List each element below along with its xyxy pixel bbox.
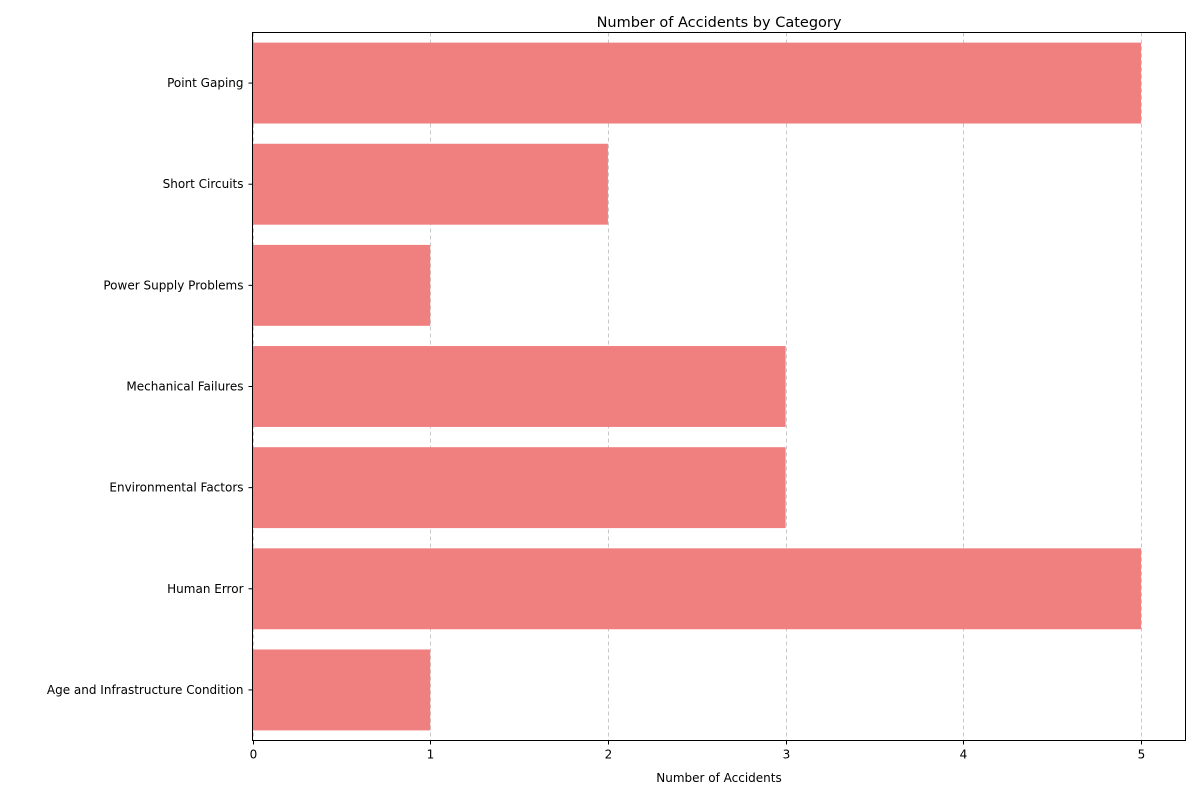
x-axis-label: Number of Accidents [656, 771, 782, 785]
bar [252, 447, 786, 529]
x-tick-label: 2 [605, 748, 613, 762]
x-tick-label: 3 [783, 748, 791, 762]
x-tick-label: 1 [427, 748, 435, 762]
y-tick-label: Environmental Factors [109, 481, 243, 495]
x-axis-ticks: 0 1 2 3 4 5 [250, 740, 1146, 762]
bars [252, 42, 1142, 731]
y-tick-label: Mechanical Failures [126, 380, 243, 394]
y-tick-label: Power Supply Problems [103, 278, 243, 292]
bar [252, 42, 1142, 124]
bar [252, 346, 786, 427]
x-tick-label: 0 [250, 748, 258, 762]
y-tick-label: Age and Infrastructure Condition [47, 683, 244, 697]
y-axis-ticks: Point Gaping Short Circuits Power Supply P… [47, 76, 253, 697]
y-tick-label: Short Circuits [163, 177, 244, 191]
chart-title: Number of Accidents by Category [597, 15, 842, 31]
bar [252, 548, 1142, 630]
x-tick-label: 5 [1138, 748, 1146, 762]
bar [252, 244, 431, 326]
y-tick-label: Point Gaping [167, 76, 243, 90]
x-tick-label: 4 [960, 748, 968, 762]
y-tick-label: Human Error [167, 582, 243, 596]
bar [252, 649, 431, 731]
bar [252, 143, 608, 225]
